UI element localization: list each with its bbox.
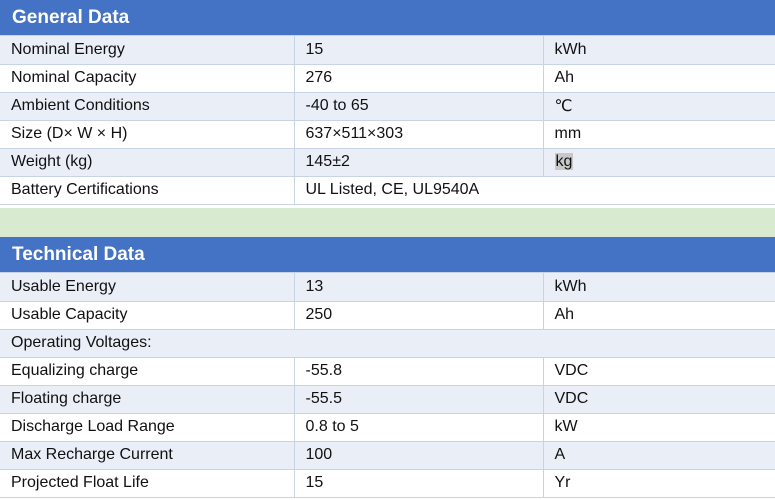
row-label: Size (D× W × H)	[0, 120, 295, 149]
row-label: Nominal Capacity	[0, 64, 295, 93]
row-unit: kg	[543, 148, 775, 177]
table-row: Max Recharge Current 100 A	[0, 441, 775, 470]
row-unit: kW	[543, 413, 775, 442]
table-row: Size (D× W × H) 637×511×303 mm	[0, 120, 775, 149]
table-row: Usable Energy 13 kWh	[0, 273, 775, 302]
table-row: Operating Voltages:	[0, 329, 775, 358]
row-label: Nominal Energy	[0, 36, 295, 65]
row-value: 276	[294, 64, 544, 93]
row-unit: Ah	[543, 64, 775, 93]
table-row: Discharge Load Range 0.8 to 5 kW	[0, 413, 775, 442]
row-unit: kWh	[543, 36, 775, 65]
row-value: 13	[294, 273, 544, 302]
row-label: Ambient Conditions	[0, 92, 295, 121]
technical-data-header: Technical Data	[0, 237, 775, 273]
row-value: 15	[294, 469, 544, 498]
row-value: 15	[294, 36, 544, 65]
row-value: 100	[294, 441, 544, 470]
general-data-table: Nominal Energy 15 kWh Nominal Capacity 2…	[0, 36, 775, 205]
row-value: -40 to 65	[294, 92, 544, 121]
row-unit: VDC	[543, 357, 775, 386]
row-label: Usable Capacity	[0, 301, 295, 330]
row-label: Battery Certifications	[0, 176, 295, 205]
table-row: Equalizing charge -55.8 VDC	[0, 357, 775, 386]
table-row: Battery Certifications UL Listed, CE, UL…	[0, 176, 775, 205]
row-value: 250	[294, 301, 544, 330]
section-separator	[0, 208, 775, 237]
general-data-header: General Data	[0, 0, 775, 36]
row-label: Floating charge	[0, 385, 295, 414]
selected-unit-text[interactable]: kg	[554, 153, 574, 170]
row-value: 0.8 to 5	[294, 413, 544, 442]
row-label: Discharge Load Range	[0, 413, 295, 442]
table-row: Weight (kg) 145±2 kg	[0, 148, 775, 177]
row-label: Equalizing charge	[0, 357, 295, 386]
row-label: Projected Float Life	[0, 469, 295, 498]
row-unit: kWh	[543, 273, 775, 302]
row-unit: Yr	[543, 469, 775, 498]
table-row: Nominal Capacity 276 Ah	[0, 64, 775, 93]
row-label: Max Recharge Current	[0, 441, 295, 470]
row-value: -55.8	[294, 357, 544, 386]
row-unit: A	[543, 441, 775, 470]
row-unit: mm	[543, 120, 775, 149]
row-unit: VDC	[543, 385, 775, 414]
general-data-section: General Data Nominal Energy 15 kWh Nomin…	[0, 0, 775, 205]
technical-data-table: Usable Energy 13 kWh Usable Capacity 250…	[0, 273, 775, 498]
row-label: Weight (kg)	[0, 148, 295, 177]
row-label: Operating Voltages:	[0, 329, 775, 358]
row-value: UL Listed, CE, UL9540A	[294, 176, 775, 205]
row-value: -55.5	[294, 385, 544, 414]
row-value: 145±2	[294, 148, 544, 177]
table-row: Nominal Energy 15 kWh	[0, 36, 775, 65]
row-unit: Ah	[543, 301, 775, 330]
table-row: Usable Capacity 250 Ah	[0, 301, 775, 330]
table-row: Projected Float Life 15 Yr	[0, 469, 775, 498]
technical-data-section: Technical Data Usable Energy 13 kWh Usab…	[0, 237, 775, 498]
row-value: 637×511×303	[294, 120, 544, 149]
table-row: Ambient Conditions -40 to 65 ℃	[0, 92, 775, 121]
row-label: Usable Energy	[0, 273, 295, 302]
row-unit: ℃	[543, 92, 775, 121]
table-row: Floating charge -55.5 VDC	[0, 385, 775, 414]
